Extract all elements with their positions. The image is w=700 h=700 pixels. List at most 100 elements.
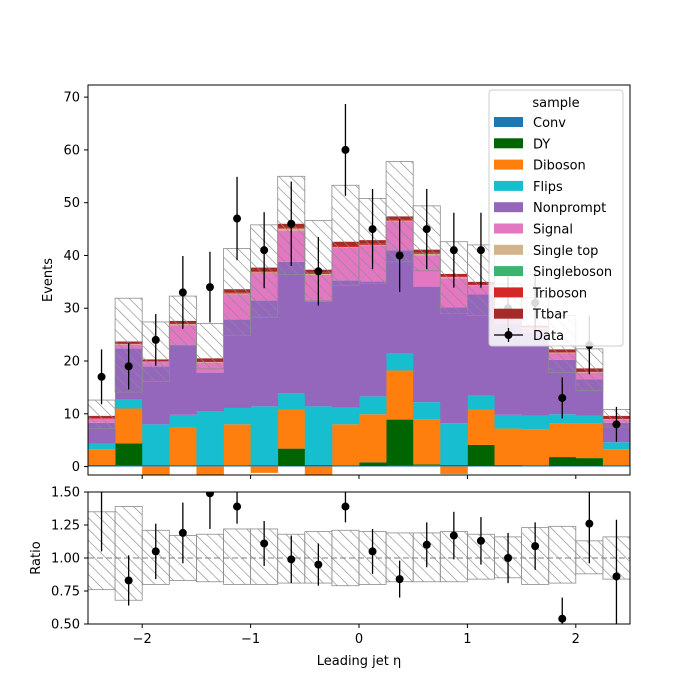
ratio-point [558,614,567,623]
ratio-point [585,519,594,528]
y-tick-label: 0 [72,460,80,475]
bar-segment [250,300,279,407]
y-tick-label: 40 [63,249,80,264]
ratio-point [341,502,350,511]
bar-segment [548,423,577,458]
bar-segment [196,466,224,475]
bar-segment [386,465,414,467]
legend-frame [488,89,624,347]
bar-segment [386,353,414,371]
ratio-point [287,555,296,564]
bar-segment [223,407,251,425]
data-point [558,393,567,402]
bar-segment [88,443,116,450]
data-point [287,219,296,228]
y-tick-label: 60 [63,143,80,158]
ratio-point [124,576,133,585]
ratio-uncertainty-band [88,506,630,601]
bar-segment [88,449,116,465]
legend-swatch [494,138,523,149]
ratio-y-tick-label: 0.50 [51,618,80,633]
bar-segment [521,429,550,466]
bar-segment [277,261,306,394]
data-point [233,214,242,223]
y-tick-label: 20 [63,355,80,370]
bar-segment [548,414,577,424]
bar-segment [413,419,441,465]
bar-segment [196,411,224,466]
main-y-axis-label: Events [41,258,56,302]
ratio-point [395,575,404,584]
legend-swatch [494,266,523,277]
ratio-panel: 0.50 0.75 1.00 1.25 1.50 −2 −1 0 1 2 Ratio Leadi… [29,481,631,669]
ratio-point [449,531,458,540]
ratio-point [98,481,106,489]
bar-segment [359,462,387,467]
ratio-y-ticks: 0.50 0.75 1.00 1.25 1.50 [51,486,88,633]
bar-segment [413,286,441,403]
bar-segment [521,415,550,430]
ratio-point [178,528,187,537]
bar-segment [196,372,224,412]
data-point [314,267,323,276]
y-tick-label: 10 [63,407,80,422]
x-tick-label: 2 [572,632,580,647]
bar-segment [602,465,630,467]
bar-segment [548,466,577,467]
bar-segment [223,466,251,467]
bar-segment [575,458,604,467]
ratio-uncertainty-bin [223,528,252,585]
bar-segment [304,466,333,475]
bar-segment [467,395,495,410]
bar-segment [521,465,550,467]
bar-segment [440,464,468,466]
series-flips [88,353,630,466]
data-point [97,372,106,381]
bar-segment [304,406,333,465]
bar-segment [440,307,468,424]
bar-segment [142,466,170,467]
legend-swatch [494,159,523,170]
bar-segment [359,281,387,397]
x-axis-label: Leading jet η [317,654,402,669]
legend-swatch [494,180,523,191]
bar-segment [169,466,197,467]
x-tick-label: −2 [133,632,152,647]
ratio-point [476,536,485,545]
bar-segment [169,426,197,466]
legend-label: Single top [533,244,598,259]
bar-segment [169,414,197,427]
bar-segment [494,414,522,429]
data-point [205,283,214,292]
bar-segment [250,406,279,466]
bar-segment [548,457,577,467]
bar-segment [386,419,414,466]
legend-label: Singleboson [533,265,612,280]
y-tick-label: 50 [63,196,80,211]
series-diboson [88,370,630,475]
bar-segment [142,466,170,475]
legend-label: Signal [533,223,573,238]
ratio-point [205,492,214,498]
bar-segment [277,409,306,449]
bar-segment [277,448,306,467]
bar-segment [413,402,441,420]
bar-segment [115,399,143,409]
bar-segment [602,442,630,450]
ratio-y-axis-label: Ratio [29,541,44,574]
bar-segment [359,414,387,463]
bar-segment [386,370,414,420]
bar-segment [331,465,360,467]
bar-segment [521,466,550,467]
bar-segment [142,424,170,466]
ratio-point [531,542,540,551]
bar-segment [115,443,143,466]
bar-segment [304,465,333,467]
bar-segment [575,466,604,467]
ratio-points [98,481,621,624]
legend-swatch [494,202,523,213]
bar-segment [440,466,468,474]
legend: sample Conv DY Diboson Flips Nonprompt Signal… [488,89,624,347]
bar-segment [359,466,387,467]
